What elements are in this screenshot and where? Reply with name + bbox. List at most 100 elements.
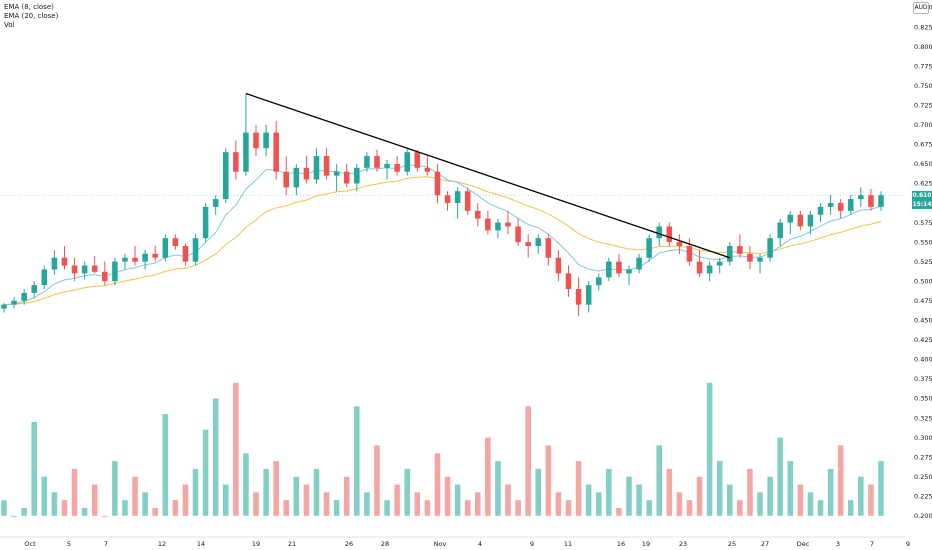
legend-ema20[interactable]: EMA (20, close) xyxy=(4,12,59,20)
candle-body xyxy=(152,253,158,258)
y-tick-label: 0.350 xyxy=(914,395,932,403)
volume-bar xyxy=(172,500,179,516)
y-tick-label: 0.250 xyxy=(914,473,932,481)
x-tick-label: 9 xyxy=(530,540,534,548)
volume-bar xyxy=(515,500,521,516)
candle-body xyxy=(464,191,471,211)
candle-body xyxy=(585,285,592,305)
volume-bar xyxy=(323,492,330,516)
candle-body xyxy=(837,203,844,211)
x-tick-label: 7 xyxy=(104,540,108,548)
candle-body xyxy=(323,156,330,176)
volume-bar xyxy=(394,484,400,516)
trendline[interactable] xyxy=(245,92,731,259)
x-tick-label: 5 xyxy=(67,540,71,548)
candle-body xyxy=(706,265,713,274)
candle-body xyxy=(202,206,209,239)
x-tick-label: 11 xyxy=(564,540,572,548)
volume-bar xyxy=(575,461,582,516)
volume-bar xyxy=(847,500,854,516)
candle-body xyxy=(444,195,451,203)
candle-body xyxy=(525,242,531,247)
y-tick-label: 0.725 xyxy=(914,101,932,109)
volume-bar xyxy=(454,484,461,516)
candle-body xyxy=(142,253,148,262)
x-tick-label: 4 xyxy=(478,540,482,548)
legend-vol[interactable]: Vol xyxy=(4,21,15,29)
candle-body xyxy=(21,292,27,301)
candle-body xyxy=(102,271,108,282)
trendline-segment xyxy=(245,92,731,259)
volume-bar xyxy=(202,429,209,516)
y-tick-label: 0.825 xyxy=(914,23,932,31)
candle-body xyxy=(797,214,804,227)
volume-bar xyxy=(31,421,38,516)
y-tick-label: 0.700 xyxy=(914,121,932,129)
volume-bar xyxy=(41,476,48,516)
candle-body xyxy=(122,257,128,262)
candle-body xyxy=(11,300,17,305)
candle-body xyxy=(172,238,179,247)
volume-bar xyxy=(102,515,108,517)
volume-bar xyxy=(273,461,279,516)
candle-body xyxy=(626,269,632,274)
volume-bar xyxy=(112,461,118,516)
y-tick-label: 0.650 xyxy=(914,160,932,168)
candle-body xyxy=(253,132,259,149)
time-axis[interactable]: Oct 5 7 12 14 19 21 26 28 Nov 4 9 11 16 19 23 25 27 Dec 3 7 9 xyxy=(0,536,910,548)
volume-bar xyxy=(535,468,542,516)
ema8-line xyxy=(3,164,882,306)
volume-bar xyxy=(354,406,360,516)
candle-body xyxy=(132,257,138,262)
y-tick-label: 0.775 xyxy=(914,62,932,70)
volume-bars xyxy=(1,382,884,517)
volume-bar xyxy=(404,468,410,516)
candle-body xyxy=(41,269,48,286)
candle-body xyxy=(495,222,501,231)
candle-body xyxy=(333,171,340,176)
x-tick-label: 28 xyxy=(381,540,389,548)
candle-body xyxy=(354,167,360,184)
candle-body xyxy=(192,238,199,262)
volume-bar xyxy=(495,461,501,516)
volume-bar xyxy=(11,515,17,517)
candle-body xyxy=(575,289,582,305)
currency-label[interactable]: AUD xyxy=(913,2,929,14)
x-tick-label: 25 xyxy=(728,540,736,548)
candle-body xyxy=(858,195,864,200)
volume-bar xyxy=(837,445,844,516)
y-tick-label: 0.225 xyxy=(914,492,932,500)
candle-body xyxy=(777,222,783,239)
x-tick-label: 19 xyxy=(252,540,260,548)
x-tick-label: 12 xyxy=(158,540,166,548)
volume-bar xyxy=(313,468,320,516)
candle-body xyxy=(222,152,229,200)
y-tick-label: 0.400 xyxy=(914,356,932,364)
volume-bar xyxy=(827,468,834,516)
volume-bar xyxy=(464,500,471,516)
candle-body xyxy=(757,257,763,262)
candle-body xyxy=(767,238,773,258)
candle-body xyxy=(475,210,481,219)
volume-bar xyxy=(686,500,693,516)
volume-bar xyxy=(152,507,158,516)
volume-bar xyxy=(636,484,642,516)
volume-bar xyxy=(485,437,491,516)
candle-body xyxy=(656,226,663,239)
volume-bar xyxy=(868,484,874,516)
volume-bar xyxy=(616,507,622,516)
price-axis[interactable]: 0.8500.8250.8000.7750.7500.7250.7000.675… xyxy=(914,4,932,520)
volume-bar xyxy=(565,500,572,516)
legend-ema8[interactable]: EMA (8, close) xyxy=(4,3,54,11)
y-tick-label: 0.625 xyxy=(914,180,932,188)
volume-bar xyxy=(384,500,390,516)
volume-bar xyxy=(132,476,138,516)
volume-bar xyxy=(142,492,148,516)
volume-bar xyxy=(71,468,78,516)
volume-bar xyxy=(757,492,763,516)
x-tick-label: 19 xyxy=(642,540,650,548)
volume-bar xyxy=(646,500,652,516)
volume-bar xyxy=(676,492,683,516)
volume-bar xyxy=(61,500,68,516)
